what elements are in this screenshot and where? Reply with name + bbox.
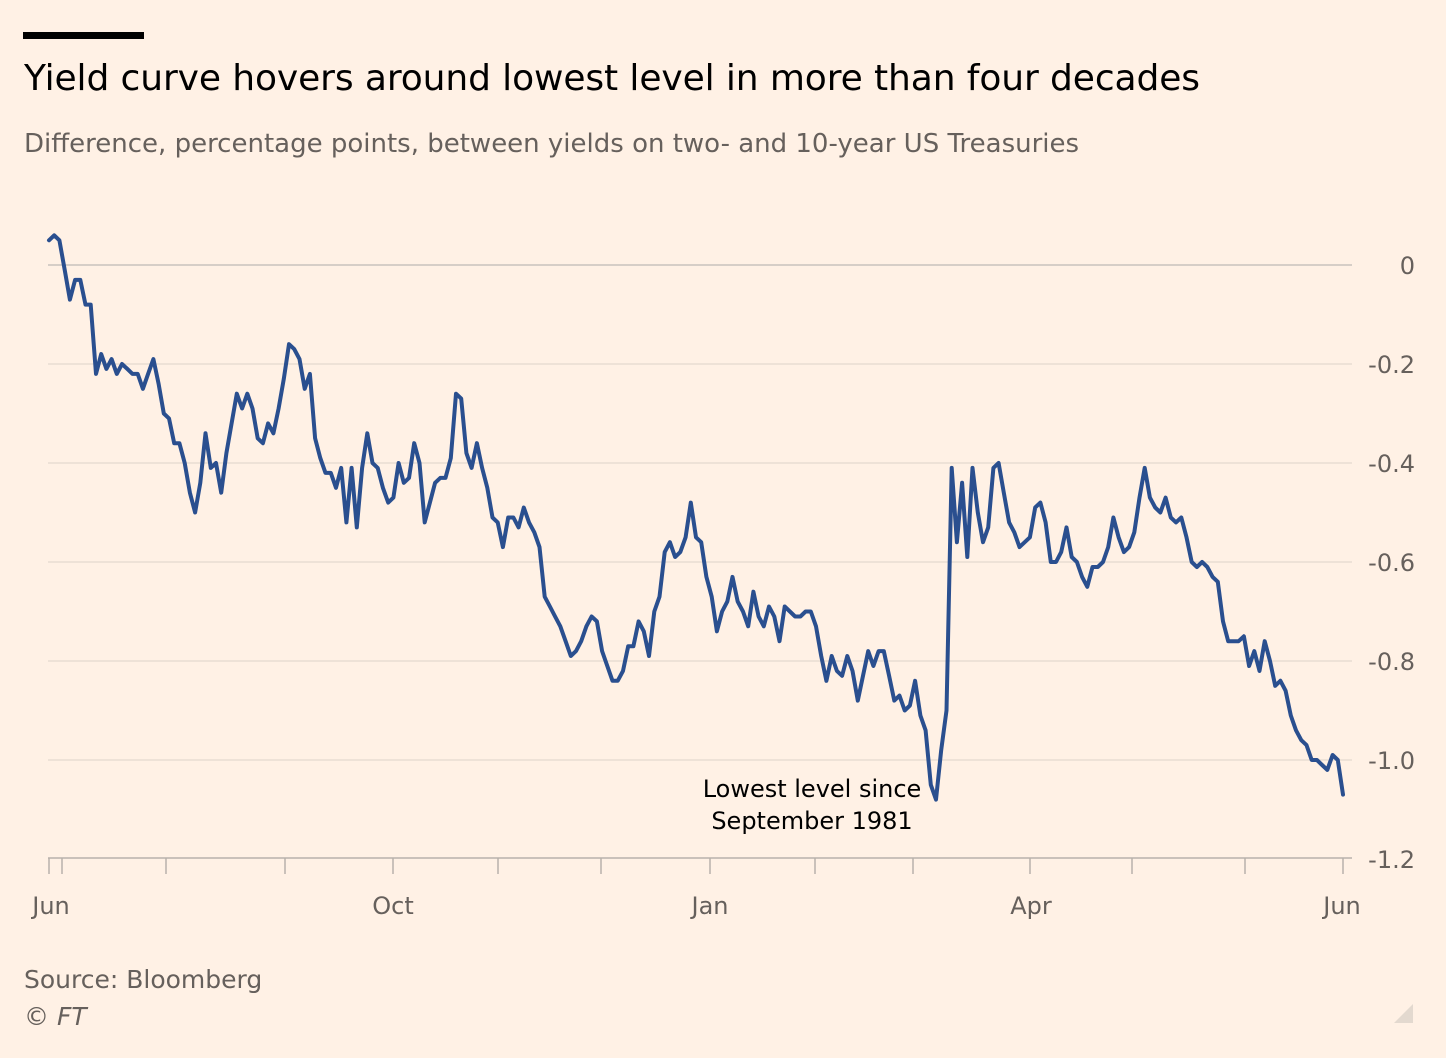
- copyright-note: © FT: [24, 1002, 87, 1031]
- y-tick-label: -1.0: [1368, 747, 1415, 775]
- chart-subtitle: Difference, percentage points, between y…: [24, 129, 1080, 159]
- x-axis: [48, 857, 1352, 874]
- annotation: Lowest level since September 1981: [703, 775, 922, 835]
- x-tick-label: Apr: [1010, 892, 1052, 920]
- y-tick-label: -1.2: [1368, 846, 1415, 874]
- y-tick-label: -0.6: [1368, 549, 1415, 577]
- annotation-line-2: September 1981: [711, 807, 912, 835]
- y-tick-label: 0: [1400, 252, 1415, 280]
- y-tick-label: -0.2: [1368, 351, 1415, 379]
- x-tick-label: Jun: [30, 892, 70, 920]
- y-tick-label: -0.8: [1368, 648, 1415, 676]
- source-note: Source: Bloomberg: [24, 965, 263, 994]
- grid-layer: [48, 264, 1352, 761]
- resize-handle-icon: [1394, 1004, 1413, 1023]
- y-tick-label: -0.4: [1368, 450, 1415, 478]
- x-tick-label: Jan: [690, 892, 729, 920]
- series-line: [47, 233, 1345, 802]
- annotation-line-1: Lowest level since: [703, 775, 922, 803]
- chart-title: Yield curve hovers around lowest level i…: [24, 58, 1200, 99]
- series-layer: [47, 233, 1345, 802]
- x-tick-label: Oct: [372, 892, 414, 920]
- header-rule: [23, 32, 144, 39]
- x-tick-label: Jun: [1321, 892, 1361, 920]
